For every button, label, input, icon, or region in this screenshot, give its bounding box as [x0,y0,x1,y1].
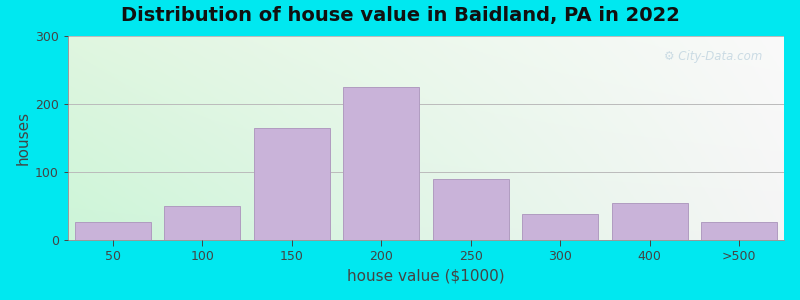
Text: Distribution of house value in Baidland, PA in 2022: Distribution of house value in Baidland,… [121,6,679,25]
Y-axis label: houses: houses [16,111,31,165]
Bar [74,222,150,240]
Bar [612,202,688,240]
X-axis label: house value ($1000): house value ($1000) [347,269,505,284]
Bar [522,214,598,240]
Bar [164,206,240,240]
Text: ⚙ City-Data.com: ⚙ City-Data.com [664,50,762,63]
Bar [433,179,509,240]
Bar [702,222,778,240]
Bar [254,128,330,240]
Bar [343,87,419,240]
